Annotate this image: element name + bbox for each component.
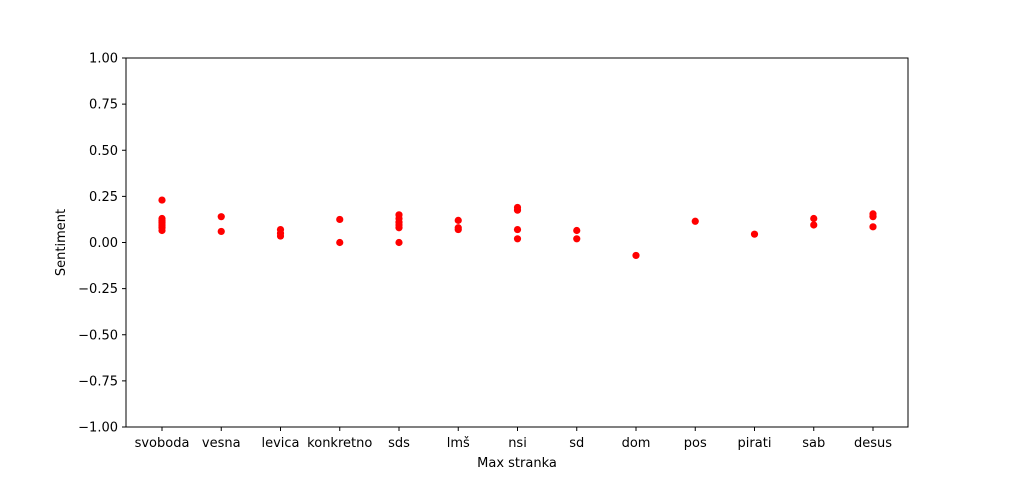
data-point xyxy=(810,221,818,229)
y-tick-label: 1.00 xyxy=(89,52,118,67)
x-tick-label: sd xyxy=(569,436,584,451)
data-point xyxy=(158,226,166,235)
points-layer xyxy=(158,196,877,260)
y-axis-label: Sentiment xyxy=(54,209,69,276)
data-point xyxy=(691,217,699,225)
x-tick-label: lmš xyxy=(447,436,470,451)
plot-frame xyxy=(125,57,909,428)
x-tick-label: sab xyxy=(802,436,825,451)
y-tick-label: 0.00 xyxy=(89,236,118,251)
data-point xyxy=(513,206,522,214)
data-point xyxy=(750,230,759,238)
x-tick-label: levica xyxy=(261,436,299,451)
data-point xyxy=(217,227,225,236)
data-point xyxy=(395,238,403,247)
x-tick-label: svoboda xyxy=(135,436,190,451)
data-point xyxy=(336,215,344,224)
y-tick-label: 0.50 xyxy=(89,144,118,159)
data-point xyxy=(810,214,818,223)
data-point xyxy=(573,226,581,235)
data-point xyxy=(573,235,581,243)
data-point xyxy=(336,238,344,247)
data-point xyxy=(632,251,640,260)
x-tick-label: sds xyxy=(388,436,410,451)
data-point xyxy=(217,213,225,221)
y-axis: −1.00 −0.75 −0.50 −0.25 0.00 0.25 0.50 0.75 1.00 xyxy=(78,52,126,436)
x-tick-label: desus xyxy=(854,436,892,451)
data-point xyxy=(158,196,166,204)
plot-area xyxy=(126,58,908,427)
x-tick-label: pos xyxy=(684,436,707,451)
data-point xyxy=(454,225,462,234)
x-tick-label: vesna xyxy=(202,436,241,451)
data-point xyxy=(513,225,522,234)
x-tick-label: dom xyxy=(622,436,651,451)
y-tick-label: 0.25 xyxy=(89,190,118,205)
y-tick-label: −0.25 xyxy=(78,282,118,297)
x-tick-label: nsi xyxy=(508,436,527,451)
data-point xyxy=(869,213,877,221)
data-point xyxy=(869,223,877,231)
x-tick-label: konkretno xyxy=(307,436,372,451)
data-point xyxy=(395,224,403,232)
data-point xyxy=(454,216,462,224)
x-axis-label: Max stranka xyxy=(477,456,557,471)
x-tick-label: pirati xyxy=(738,436,772,451)
y-tick-label: −0.50 xyxy=(78,328,118,343)
data-point xyxy=(276,232,285,240)
y-tick-label: −0.75 xyxy=(78,374,118,389)
y-tick-label: 0.75 xyxy=(89,98,118,113)
y-tick-label: −1.00 xyxy=(78,421,118,436)
data-point xyxy=(513,235,522,243)
x-axis: svoboda vesna levica konkretno sds lmš nsi sd do… xyxy=(135,427,892,451)
